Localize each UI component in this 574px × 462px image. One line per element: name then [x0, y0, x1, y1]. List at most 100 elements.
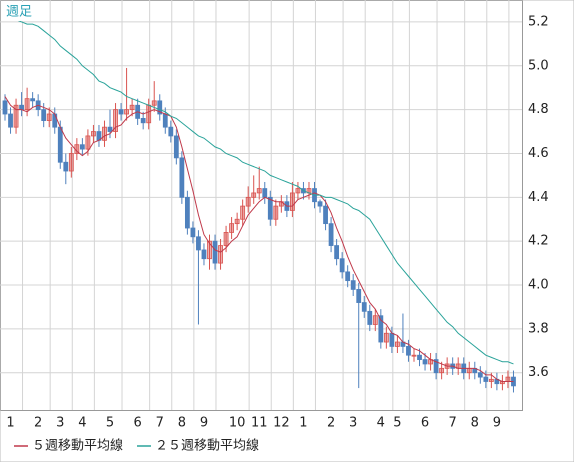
candle-body [411, 354, 417, 357]
candle-body [124, 109, 129, 115]
legend-label: ５週移動平均線 [32, 438, 123, 454]
candle-body [334, 245, 340, 260]
candle-body [57, 126, 63, 163]
x-tick-label: 6 [134, 416, 142, 431]
candle-body [207, 240, 212, 260]
candle-body [267, 196, 273, 220]
y-tick-label: 4.4 [528, 190, 549, 205]
x-tick-label: 2 [327, 416, 335, 431]
candle-body [477, 372, 483, 378]
candle-body [256, 188, 262, 194]
candle-body [350, 280, 356, 290]
candle-body [406, 346, 411, 356]
candle-body [395, 341, 400, 347]
legend-label: ２５週移動平均線 [155, 438, 259, 454]
candle-body [2, 100, 8, 115]
candle-body [196, 236, 201, 251]
candle-body [317, 201, 323, 207]
candle-body [245, 196, 251, 207]
candle-body [8, 113, 13, 128]
candle-body [146, 104, 152, 124]
x-tick-label: 4 [78, 416, 86, 431]
candle-body [323, 205, 328, 225]
candle-body [30, 98, 36, 102]
candle-body [79, 144, 85, 150]
x-tick-label: 5 [393, 416, 401, 431]
x-tick-label: 7 [156, 416, 164, 431]
candle-body [417, 354, 422, 360]
candle-body [168, 126, 174, 137]
candle-body [433, 359, 439, 374]
candle-body [328, 223, 334, 246]
candle-body [102, 126, 107, 141]
candle-body [162, 113, 168, 128]
candle-body [488, 378, 494, 382]
candle-body [212, 240, 218, 264]
candle-body [389, 332, 395, 347]
candle-body [91, 131, 96, 137]
candle-body [289, 192, 295, 211]
candle-body [184, 196, 190, 229]
moving-average-line [4, 14, 514, 365]
y-tick-label: 3.6 [528, 365, 549, 380]
candle-body [46, 113, 52, 121]
y-tick-label: 4.0 [528, 278, 549, 293]
candle-body [505, 376, 511, 382]
candle-body [439, 367, 445, 374]
x-tick-label: 5 [106, 416, 114, 431]
x-tick-label: 10 [229, 416, 246, 431]
x-tick-label: 6 [421, 416, 429, 431]
candle-body [179, 157, 185, 198]
candle-body [483, 376, 489, 382]
candle-body [234, 218, 240, 225]
candle-body [361, 302, 367, 312]
candle-body [151, 100, 157, 106]
candle-body [52, 113, 58, 128]
chart-title: 週足 [6, 5, 32, 20]
y-tick-label: 4.2 [528, 234, 549, 249]
y-tick-label: 5.2 [528, 14, 549, 29]
candle-body [295, 188, 301, 194]
candle-body [218, 245, 223, 264]
candle-body [466, 367, 472, 374]
x-tick-label: 12 [273, 416, 290, 431]
candle-body [190, 227, 196, 238]
candle-body [229, 223, 235, 233]
candle-body [157, 100, 163, 115]
candle-body [113, 109, 118, 132]
candle-body [85, 135, 91, 150]
candle-body [13, 104, 19, 128]
candle-body [273, 205, 279, 220]
x-tick-label: 4 [377, 416, 385, 431]
x-tick-label: 3 [349, 416, 357, 431]
moving-average-line [4, 96, 514, 382]
candle-body [262, 188, 268, 198]
candle-body [68, 153, 74, 172]
candle-body [345, 271, 351, 282]
candle-body [129, 104, 135, 111]
y-tick-label: 4.6 [528, 146, 549, 161]
candle-body [140, 117, 146, 124]
candle-body [223, 232, 229, 246]
x-tick-label: 2 [34, 416, 42, 431]
candle-body [201, 249, 207, 260]
x-tick-label: 9 [493, 416, 501, 431]
candle-body [383, 332, 389, 343]
x-tick-label: 8 [471, 416, 479, 431]
candle-body [422, 359, 428, 365]
y-tick-label: 3.8 [528, 321, 549, 336]
y-tick-label: 5.0 [528, 58, 549, 73]
x-tick-label: 8 [178, 416, 186, 431]
candle-body [173, 135, 179, 159]
candle-body [372, 315, 378, 325]
plot-area [0, 0, 523, 411]
candle-body [118, 109, 124, 115]
candle-body [356, 289, 362, 303]
candle-body [19, 104, 24, 111]
x-tick-label: 1 [6, 416, 14, 431]
x-tick-label: 9 [200, 416, 208, 431]
x-tick-label: 11 [251, 416, 268, 431]
candle-body [63, 161, 69, 172]
